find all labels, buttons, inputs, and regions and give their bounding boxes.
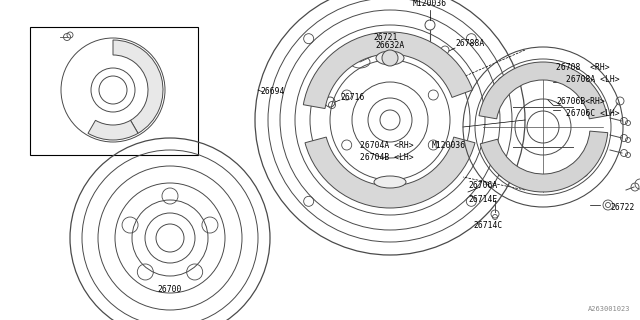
Wedge shape [113,40,163,133]
Wedge shape [479,62,607,119]
Text: 26706C <LH>: 26706C <LH> [566,108,620,117]
Wedge shape [480,131,608,192]
Text: 26632A: 26632A [375,41,404,50]
Text: 26694: 26694 [260,87,284,97]
Wedge shape [305,137,475,208]
Text: 26708A <LH>: 26708A <LH> [566,76,620,84]
Text: 26700: 26700 [158,285,182,294]
Text: A263001023: A263001023 [588,306,630,312]
Wedge shape [88,120,138,140]
Ellipse shape [376,51,404,65]
Text: 26708  <RH>: 26708 <RH> [556,63,610,73]
Text: 26716: 26716 [340,93,364,102]
Text: 26722: 26722 [610,204,634,212]
Text: 26714C: 26714C [473,220,502,229]
Text: 26788A: 26788A [455,39,484,49]
Text: M120036: M120036 [413,0,447,8]
Text: 26706A: 26706A [468,181,497,190]
Text: 26704A <RH>: 26704A <RH> [360,140,413,149]
Text: 26721: 26721 [373,33,397,42]
Wedge shape [303,32,473,108]
Ellipse shape [374,176,406,188]
Circle shape [382,50,398,66]
Text: 26706B<RH>: 26706B<RH> [556,97,605,106]
Text: 26714E: 26714E [468,195,497,204]
Bar [30,27,198,155]
Text: M120036: M120036 [432,140,466,149]
Text: 26704B <LH>: 26704B <LH> [360,154,413,163]
